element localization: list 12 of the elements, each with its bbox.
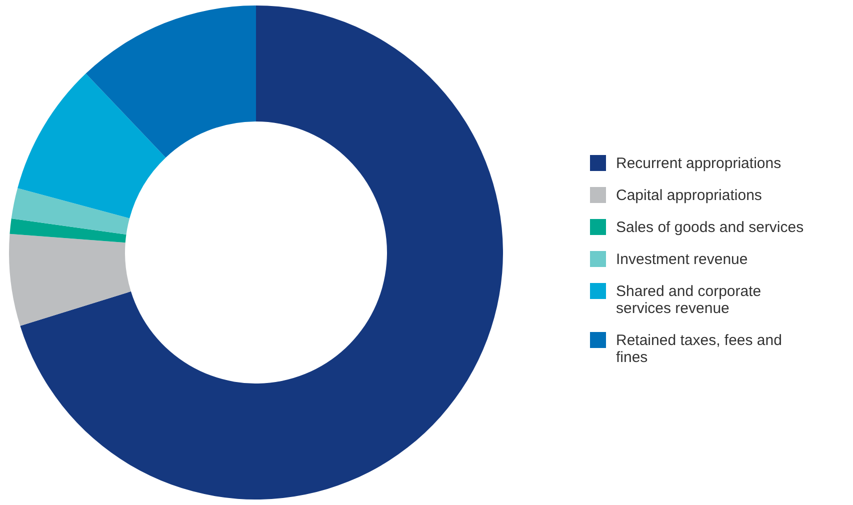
legend-label: Retained taxes, fees and fines: [616, 332, 782, 366]
donut-slice: [86, 6, 256, 158]
donut-slice: [9, 234, 131, 326]
legend-label: Recurrent appropriations: [616, 155, 782, 172]
donut-slice: [18, 74, 166, 218]
donut-slice: [20, 6, 503, 500]
legend-label: Sales of goods and services: [616, 219, 804, 236]
donut-slice: [10, 218, 126, 243]
legend-label: Shared and corporate services revenue: [616, 283, 762, 317]
legend-label: Investment revenue: [616, 251, 748, 268]
donut-slice: [11, 188, 130, 234]
legend-label: Capital appropriations: [616, 187, 762, 204]
